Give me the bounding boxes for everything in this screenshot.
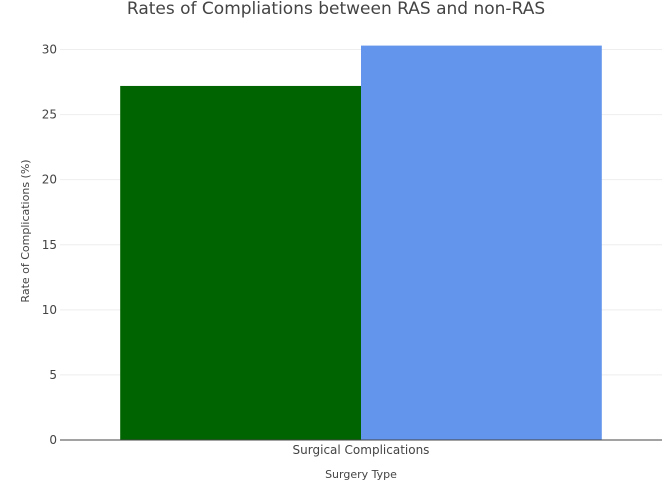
chart-title: Rates of Compliations between RAS and no… [127,0,545,19]
x-axis-title: Surgery Type [325,468,397,480]
y-axis-ticks: 0 5 10 15 20 25 30 [42,43,57,448]
bar [361,45,602,440]
y-axis-title: Rate of Complications (%) [19,159,32,302]
y-tick-label: 20 [42,173,57,187]
y-tick-label: 25 [42,108,57,122]
bar [120,85,361,441]
y-tick-label: 0 [49,433,57,447]
y-tick-label: 5 [49,368,57,382]
x-axis-ticks: Surgical Complications [293,443,430,457]
y-tick-label: 10 [42,303,57,317]
y-tick-label: 30 [42,43,57,57]
bars [120,45,602,441]
x-tick-label: Surgical Complications [293,443,430,457]
y-tick-label: 15 [42,238,57,252]
